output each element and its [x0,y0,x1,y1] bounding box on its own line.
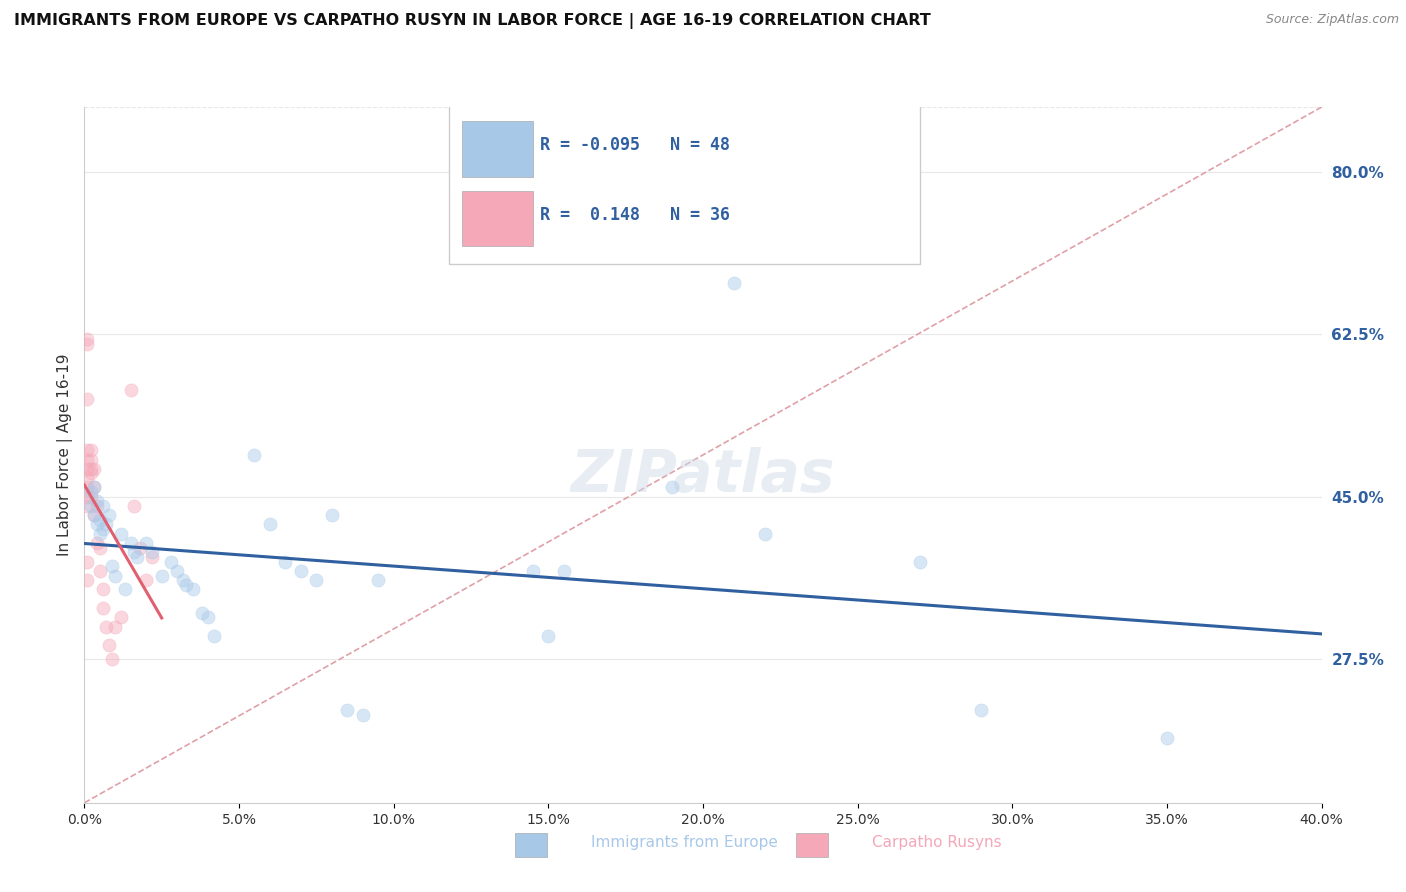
Immigrants from Europe [91,499,114,513]
Carpatho Rusyns [79,462,101,476]
Immigrants from Europe [274,555,297,569]
Carpatho Rusyns [86,499,108,513]
Immigrants from Europe [305,573,328,587]
Immigrants from Europe [321,508,343,523]
Immigrants from Europe [723,277,745,291]
Carpatho Rusyns [76,462,98,476]
Text: Carpatho Rusyns: Carpatho Rusyns [872,836,1001,850]
Immigrants from Europe [197,610,219,624]
FancyBboxPatch shape [450,103,920,263]
FancyBboxPatch shape [461,191,533,246]
Text: ZIPatlas: ZIPatlas [571,447,835,504]
Carpatho Rusyns [110,610,132,624]
Carpatho Rusyns [122,499,145,513]
Immigrants from Europe [86,517,108,532]
Immigrants from Europe [336,703,359,717]
Immigrants from Europe [160,555,183,569]
Immigrants from Europe [83,480,105,494]
Immigrants from Europe [104,568,127,582]
Carpatho Rusyns [120,383,142,397]
Text: Immigrants from Europe: Immigrants from Europe [591,836,778,850]
Immigrants from Europe [908,555,931,569]
Immigrants from Europe [259,517,281,532]
Immigrants from Europe [79,499,101,513]
Immigrants from Europe [98,508,121,523]
Immigrants from Europe [1156,731,1178,745]
Carpatho Rusyns [76,452,98,467]
Immigrants from Europe [172,573,194,587]
Carpatho Rusyns [94,619,117,633]
Immigrants from Europe [122,545,145,559]
Carpatho Rusyns [76,332,98,346]
Carpatho Rusyns [76,480,98,494]
Immigrants from Europe [89,526,111,541]
Immigrants from Europe [522,564,544,578]
FancyBboxPatch shape [461,121,533,177]
Carpatho Rusyns [76,336,98,351]
Carpatho Rusyns [83,480,105,494]
Carpatho Rusyns [98,638,121,652]
Carpatho Rusyns [79,467,101,481]
Immigrants from Europe [754,526,776,541]
Immigrants from Europe [120,536,142,550]
Carpatho Rusyns [76,573,98,587]
Immigrants from Europe [243,448,266,462]
Carpatho Rusyns [91,601,114,615]
Text: IMMIGRANTS FROM EUROPE VS CARPATHO RUSYN IN LABOR FORCE | AGE 16-19 CORRELATION : IMMIGRANTS FROM EUROPE VS CARPATHO RUSYN… [14,13,931,29]
Immigrants from Europe [91,522,114,536]
Immigrants from Europe [191,606,214,620]
Immigrants from Europe [661,480,683,494]
Immigrants from Europe [367,573,389,587]
Immigrants from Europe [135,536,157,550]
Y-axis label: In Labor Force | Age 16-19: In Labor Force | Age 16-19 [58,353,73,557]
Carpatho Rusyns [135,573,157,587]
Immigrants from Europe [970,703,993,717]
Carpatho Rusyns [104,619,127,633]
Immigrants from Europe [141,545,163,559]
Carpatho Rusyns [76,471,98,485]
Carpatho Rusyns [79,443,101,458]
Immigrants from Europe [553,564,575,578]
Carpatho Rusyns [89,564,111,578]
Carpatho Rusyns [83,508,105,523]
Text: Source: ZipAtlas.com: Source: ZipAtlas.com [1265,13,1399,27]
Immigrants from Europe [290,564,312,578]
Immigrants from Europe [352,707,374,722]
Immigrants from Europe [110,526,132,541]
Carpatho Rusyns [76,443,98,458]
Carpatho Rusyns [76,490,98,504]
Immigrants from Europe [176,578,198,592]
Immigrants from Europe [181,582,204,597]
Carpatho Rusyns [76,555,98,569]
Immigrants from Europe [86,494,108,508]
Carpatho Rusyns [79,452,101,467]
Carpatho Rusyns [141,549,163,564]
Immigrants from Europe [83,508,105,523]
Carpatho Rusyns [76,499,98,513]
Immigrants from Europe [166,564,188,578]
Immigrants from Europe [537,629,560,643]
Carpatho Rusyns [129,541,152,555]
Immigrants from Europe [202,629,225,643]
Immigrants from Europe [114,582,136,597]
Immigrants from Europe [150,568,173,582]
Carpatho Rusyns [76,392,98,407]
Carpatho Rusyns [79,490,101,504]
Immigrants from Europe [101,559,124,574]
Carpatho Rusyns [101,652,124,666]
Immigrants from Europe [79,485,101,500]
Carpatho Rusyns [91,582,114,597]
Immigrants from Europe [125,549,148,564]
Immigrants from Europe [89,513,111,527]
Carpatho Rusyns [86,536,108,550]
Text: R =  0.148   N = 36: R = 0.148 N = 36 [540,206,730,224]
Text: R = -0.095   N = 48: R = -0.095 N = 48 [540,136,730,154]
Carpatho Rusyns [83,462,105,476]
Carpatho Rusyns [89,541,111,555]
Immigrants from Europe [94,517,117,532]
